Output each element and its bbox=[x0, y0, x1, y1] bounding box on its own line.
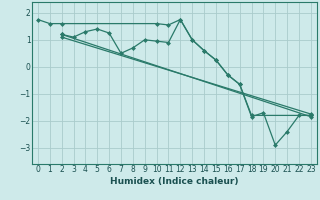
X-axis label: Humidex (Indice chaleur): Humidex (Indice chaleur) bbox=[110, 177, 239, 186]
